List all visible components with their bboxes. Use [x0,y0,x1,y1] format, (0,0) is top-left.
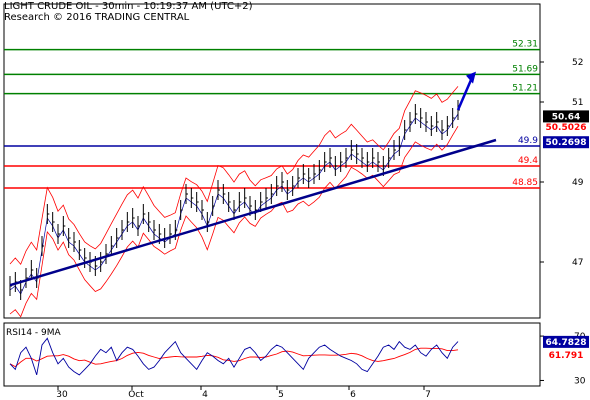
projection-arrow [456,77,474,111]
rsi-ma-badge: 61.791 [549,351,584,361]
price-frame [3,3,541,319]
date-tick-label: 30 [56,390,68,400]
level-label: 48.85 [512,178,538,188]
date-tick-label: 5 [278,390,284,400]
date-tick-label: 6 [350,390,356,400]
band-upper-badge: 50.5026 [546,123,587,133]
rsi-ma-line [9,347,459,368]
price-tick-label: 49 [572,178,584,188]
band-mid-badge-bg [543,136,589,149]
level-label: 49.9 [518,136,538,146]
level-label: 51.21 [512,84,538,94]
last-price-badge: 50.64 [552,112,580,122]
bollinger-upper [9,86,459,266]
date-tick-label: 7 [425,390,431,400]
support-trendline [9,138,497,287]
rsi-label: RSI14 - 9MA [6,328,62,338]
projection-arrow-head [466,71,476,84]
research-credit: Research © 2016 TRADING CENTRAL [4,12,190,23]
rsi-value-badge-bg [543,335,589,348]
date-tick-label: Oct [128,390,144,400]
price-tick-label: 47 [572,258,583,268]
price-tick-label: 51 [572,98,583,108]
chart-title: LIGHT CRUDE OIL - 30min - 10:19:37 AM (U… [4,1,253,12]
level-label: 52.31 [512,40,538,50]
bollinger-lower [9,125,459,318]
last-price-badge-bg [543,110,589,123]
rsi-value-badge: 64.7828 [546,338,587,348]
level-label: 51.69 [512,64,538,74]
rsi-frame [3,322,541,387]
band-mid-badge: 50.2698 [546,138,587,148]
level-label: 49.4 [518,156,538,166]
rsi-line [9,337,459,376]
price-tick-label: 52 [572,58,583,68]
rsi-tick-label: 30 [574,376,586,386]
date-tick-label: 4 [202,390,208,400]
